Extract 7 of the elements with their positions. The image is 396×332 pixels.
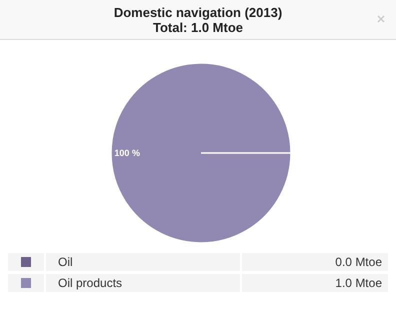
text: 100 %	[114, 148, 140, 158]
chart-subtitle: Total: 1.0 Mtoe	[152, 20, 244, 35]
legend-label: Oil products	[46, 274, 240, 292]
chart-title: Domestic navigation (2013)	[112, 5, 284, 20]
legend-label: Oil	[46, 253, 240, 271]
text: 0.0 Mtoe	[335, 255, 382, 269]
data-label: 1.0 Mtoe	[242, 274, 388, 292]
